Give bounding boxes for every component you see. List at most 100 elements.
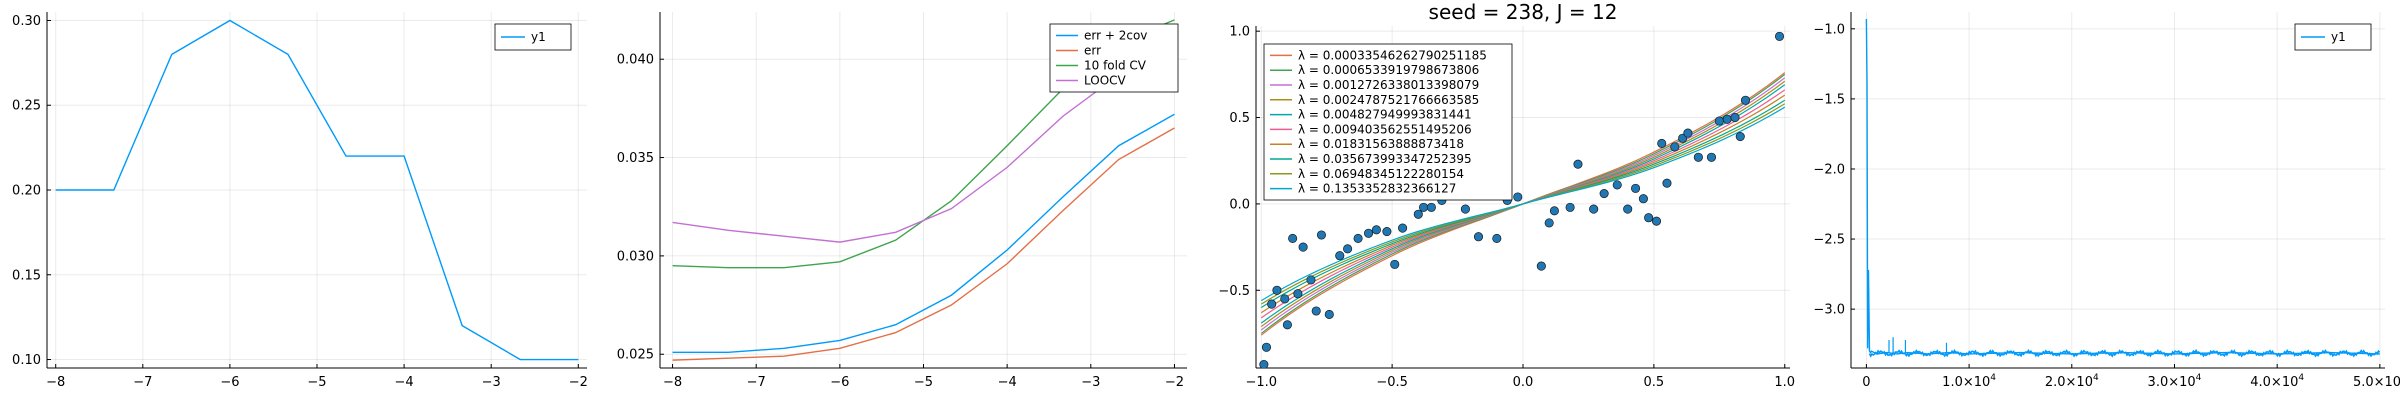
scatter-point <box>1259 359 1269 368</box>
scatter-point <box>1288 233 1298 244</box>
y-tick-label: −1.5 <box>1813 92 1845 107</box>
scatter-point <box>1657 138 1667 149</box>
y-tick-label: 0.040 <box>617 53 654 68</box>
legend-label: λ = 0.0024787521766663585 <box>1298 93 1479 107</box>
scatter-point <box>1311 306 1321 316</box>
series-line-1 <box>55 19 579 361</box>
x-tick-label: 0 <box>1862 375 1870 390</box>
scatter-point <box>1722 114 1732 124</box>
x-tick-label: −7 <box>133 375 152 390</box>
scatter-point <box>1549 206 1559 216</box>
scatter-point <box>1353 233 1363 244</box>
scatter-point <box>1413 209 1423 219</box>
x-tick-label: −4 <box>998 375 1017 390</box>
x-tick-label: −2 <box>569 375 588 390</box>
x-tick-label: −8 <box>46 375 65 390</box>
x-tick-label: −5 <box>914 375 933 390</box>
y-tick-label: 0.0 <box>1229 197 1250 212</box>
scatter-point <box>1364 228 1374 238</box>
y-tick-label: 0.5 <box>1229 111 1250 126</box>
scatter-point <box>1324 309 1334 320</box>
scatter-point <box>1670 142 1680 152</box>
scatter-point <box>1706 152 1717 162</box>
scatter-point <box>1371 225 1381 235</box>
scatter-point <box>1398 223 1408 233</box>
scatter-point <box>1644 213 1654 223</box>
scatter-point <box>1298 242 1308 252</box>
scatter-point <box>1280 294 1290 304</box>
scatter-point <box>1714 116 1724 126</box>
scatter-point <box>1536 261 1546 271</box>
scatter-point <box>1565 202 1575 212</box>
legend: y1 <box>494 23 572 51</box>
chart-panel-3: −1.0 −0.5 0.0 0.5 1.0 −0.5 0.0 0.5 1.0 seed = 238… <box>1218 0 1795 390</box>
legend-label: 10 fold CV <box>1084 59 1147 73</box>
x-tick-label: 5.0×104 <box>2353 373 2400 390</box>
scatter-point <box>1544 218 1554 228</box>
x-tick-label: −7 <box>747 375 766 390</box>
chart-title: seed = 238, J = 12 <box>1429 0 1618 24</box>
series-line-2 <box>672 127 1175 361</box>
scatter-point <box>1730 112 1740 123</box>
scatter-point <box>1693 152 1703 162</box>
legend-label: λ = 0.035673993347252395 <box>1298 152 1472 166</box>
legend-label: λ = 0.004827949993831441 <box>1298 108 1472 122</box>
y-tick-label: 0.15 <box>12 268 41 283</box>
legend-label: λ = 0.00033546262790251185 <box>1298 48 1487 62</box>
chart-panel-1: −8 −7 −6 −5 −4 −3 −2 0.10 0.15 0.20 0.25 0.30 y1 <box>12 12 588 390</box>
scatter-point <box>1612 180 1622 190</box>
legend-box <box>1263 43 1513 201</box>
scatter-point <box>1473 232 1484 242</box>
scatter-point <box>1740 95 1751 105</box>
legend-label: err <box>1084 44 1101 58</box>
scatter-point <box>1599 188 1609 199</box>
scatter-point <box>1589 204 1599 214</box>
x-tick-label: −3 <box>482 375 501 390</box>
y-tick-label: −2.0 <box>1813 162 1845 177</box>
y-tick-label: −1.0 <box>1813 22 1845 37</box>
series-noise-band <box>1868 348 2381 358</box>
x-tick-label: 0.0 <box>1513 375 1534 390</box>
x-tick-label: 3.0×104 <box>2148 373 2202 390</box>
scatter-point <box>1272 285 1282 295</box>
x-tick-exponent: 4 <box>1990 373 1996 383</box>
scatter-point <box>1623 204 1633 214</box>
series-line-1 <box>1865 19 2380 355</box>
x-tick-label: 1.0×104 <box>1942 373 1996 390</box>
scatter-point <box>1774 31 1785 41</box>
y-tick-label: 0.20 <box>12 184 41 199</box>
legend-label: λ = 0.06948345122280154 <box>1298 167 1464 181</box>
chart-panel-4: 0 1.0×104 2.0×104 3.0×104 4.0×104 5.0×104 −3.0… <box>1813 12 2400 390</box>
x-tick-label: −0.5 <box>1376 375 1408 390</box>
y-tick-label: 0.25 <box>12 99 41 114</box>
scatter-point <box>1662 178 1672 188</box>
x-tick-exponent: 4 <box>2298 373 2304 383</box>
x-tick-label: 1.0 <box>1774 375 1795 390</box>
legend-label: λ = 0.009403562551495206 <box>1298 122 1472 136</box>
legend-label: y1 <box>2331 30 2346 44</box>
scatter-point <box>1267 299 1277 309</box>
scatter-point <box>1460 204 1470 214</box>
scatter-point <box>1382 226 1392 237</box>
scatter-point <box>1651 216 1662 226</box>
x-tick-label: −4 <box>395 375 414 390</box>
plot-area <box>55 19 579 361</box>
scatter-point <box>1492 233 1502 244</box>
chart-panel-2: −8 −7 −6 −5 −4 −3 −2 0.025 0.030 0.035 0.040 err + … <box>617 12 1187 390</box>
scatter-point <box>1631 183 1641 193</box>
series-line-10 <box>1260 106 1786 302</box>
x-tick-label: −3 <box>1081 375 1100 390</box>
y-tick-label: 0.035 <box>617 151 654 166</box>
legend-label: λ = 0.0006533919798673806 <box>1298 63 1479 77</box>
scatter-point <box>1335 251 1345 261</box>
x-tick-label: −6 <box>830 375 849 390</box>
x-tick-exponent: 4 <box>2093 373 2099 383</box>
legend-label: λ = 0.0012726338013398079 <box>1298 78 1479 92</box>
scatter-point <box>1418 202 1429 212</box>
scatter-point <box>1735 131 1745 142</box>
legend-label: y1 <box>531 30 546 44</box>
scatter-point <box>1282 320 1292 330</box>
